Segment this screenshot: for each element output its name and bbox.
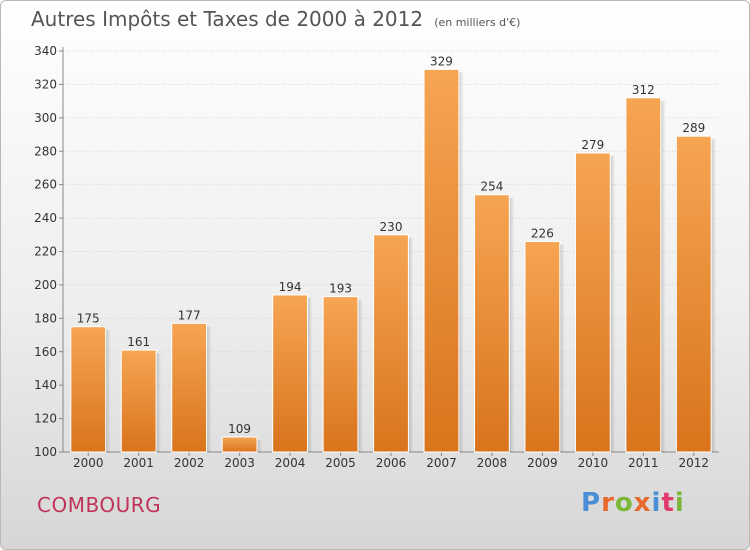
bar-2007[interactable] [423, 68, 460, 453]
title-block: Autres Impôts et Taxes de 2000 à 2012 (e… [31, 7, 520, 31]
bar-2009[interactable] [524, 240, 561, 453]
y-tick-label: 260 [34, 178, 57, 192]
x-tick-label: 2007 [426, 456, 457, 470]
bar-2012[interactable] [675, 135, 712, 453]
brand-letter: P [581, 488, 602, 518]
y-tick-label: 140 [34, 378, 57, 392]
bar-value-label: 254 [480, 180, 503, 194]
bar-value-label: 109 [228, 422, 251, 436]
brand-logo[interactable]: Proxiti [581, 488, 685, 518]
x-tick-label: 2010 [578, 456, 609, 470]
x-tick-label: 2006 [376, 456, 407, 470]
bar-shadow [711, 139, 717, 452]
bar-value-label: 177 [178, 308, 201, 322]
bar-2011[interactable] [625, 97, 662, 453]
chart-subtitle: (en milliers d'€) [434, 16, 521, 29]
bar-shadow [408, 237, 414, 452]
bar-value-label: 312 [632, 83, 655, 97]
y-tick-label: 160 [34, 345, 57, 359]
x-tick-label: 2004 [275, 456, 306, 470]
x-tick-label: 2009 [527, 456, 558, 470]
brand-letter: t [661, 488, 675, 518]
y-tick-label: 240 [34, 211, 57, 225]
bar-2004[interactable] [272, 294, 308, 453]
y-tick-label: 340 [34, 44, 57, 58]
x-tick-label: 2003 [224, 456, 255, 470]
brand-letter: i [674, 488, 685, 518]
bar-2008[interactable] [474, 194, 510, 453]
x-tick-label: 2005 [325, 456, 356, 470]
labels: 100 120 140 160 180 200 220 240 260 280 300 320 340 1… [34, 44, 709, 470]
bar-value-label: 230 [380, 220, 403, 234]
bar-2006[interactable] [373, 234, 409, 453]
bar-shadow [257, 439, 263, 452]
bar-shadow [610, 155, 616, 452]
bar-shadow [307, 297, 313, 452]
y-tick-label: 200 [34, 278, 57, 292]
town-name: COMBOURG [37, 493, 162, 517]
bar-value-label: 329 [430, 54, 453, 68]
bar-2010[interactable] [574, 152, 611, 453]
bars [70, 68, 717, 453]
bar-shadow [559, 244, 565, 452]
bar-value-label: 194 [279, 280, 302, 294]
bar-2003[interactable] [221, 436, 258, 453]
y-tick-label: 120 [34, 412, 57, 426]
bar-2002[interactable] [171, 322, 208, 453]
bar-value-label: 193 [329, 282, 352, 296]
bar-value-label: 279 [581, 138, 604, 152]
x-tick-label: 2002 [174, 456, 205, 470]
x-tick-label: 2000 [73, 456, 104, 470]
bar-shadow [206, 326, 212, 452]
bar-shadow [509, 197, 515, 452]
y-tick-label: 300 [34, 111, 57, 125]
bar-2001[interactable] [120, 349, 157, 453]
brand-letter: x [633, 488, 652, 518]
x-tick-label: 2011 [628, 456, 659, 470]
chart-title: Autres Impôts et Taxes de 2000 à 2012 [31, 7, 424, 31]
bar-2000[interactable] [70, 326, 107, 453]
brand-letter: i [651, 488, 662, 518]
bar-shadow [357, 299, 363, 452]
y-tick-label: 100 [34, 445, 57, 459]
bar-shadow [105, 329, 111, 452]
bar-value-label: 226 [531, 226, 554, 240]
bar-2005[interactable] [322, 296, 359, 453]
y-tick-label: 220 [34, 245, 57, 259]
bar-value-label: 175 [77, 312, 100, 326]
x-tick-label: 2012 [678, 456, 709, 470]
x-tick-label: 2001 [123, 456, 154, 470]
brand-letter: r [601, 488, 615, 518]
bar-shadow [458, 72, 464, 453]
bar-value-label: 289 [682, 121, 705, 135]
bar-value-label: 161 [127, 335, 150, 349]
bar-shadow [156, 353, 162, 452]
y-tick-label: 180 [34, 311, 57, 325]
brand-letter: o [614, 488, 634, 518]
y-tick-label: 280 [34, 144, 57, 158]
bar-shadow [660, 100, 666, 453]
x-tick-label: 2008 [477, 456, 508, 470]
y-tick-label: 320 [34, 77, 57, 91]
